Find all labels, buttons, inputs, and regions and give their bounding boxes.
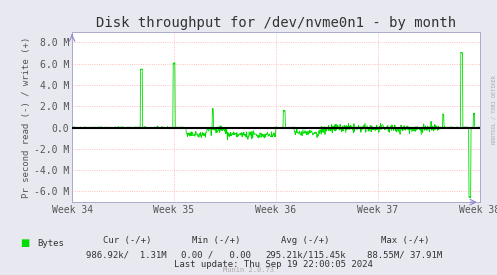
Text: Min (-/+): Min (-/+) bbox=[192, 236, 241, 245]
Text: 986.92k/  1.31M: 986.92k/ 1.31M bbox=[86, 251, 167, 260]
Text: Last update: Thu Sep 19 22:00:05 2024: Last update: Thu Sep 19 22:00:05 2024 bbox=[174, 260, 373, 269]
Text: Cur (-/+): Cur (-/+) bbox=[102, 236, 151, 245]
Text: 88.55M/ 37.91M: 88.55M/ 37.91M bbox=[367, 251, 443, 260]
Title: Disk throughput for /dev/nvme0n1 - by month: Disk throughput for /dev/nvme0n1 - by mo… bbox=[96, 16, 456, 31]
Text: RRDTOOL / TOBI OETIKER: RRDTOOL / TOBI OETIKER bbox=[491, 76, 496, 144]
Text: Munin 2.0.73: Munin 2.0.73 bbox=[223, 267, 274, 273]
Text: Avg (-/+): Avg (-/+) bbox=[281, 236, 330, 245]
Y-axis label: Pr second read (-) / write (+): Pr second read (-) / write (+) bbox=[22, 36, 31, 197]
Text: ■: ■ bbox=[20, 238, 29, 248]
Text: Max (-/+): Max (-/+) bbox=[381, 236, 429, 245]
Text: 295.21k/115.45k: 295.21k/115.45k bbox=[265, 251, 346, 260]
Text: Bytes: Bytes bbox=[37, 239, 64, 248]
Text: 0.00 /   0.00: 0.00 / 0.00 bbox=[181, 251, 251, 260]
